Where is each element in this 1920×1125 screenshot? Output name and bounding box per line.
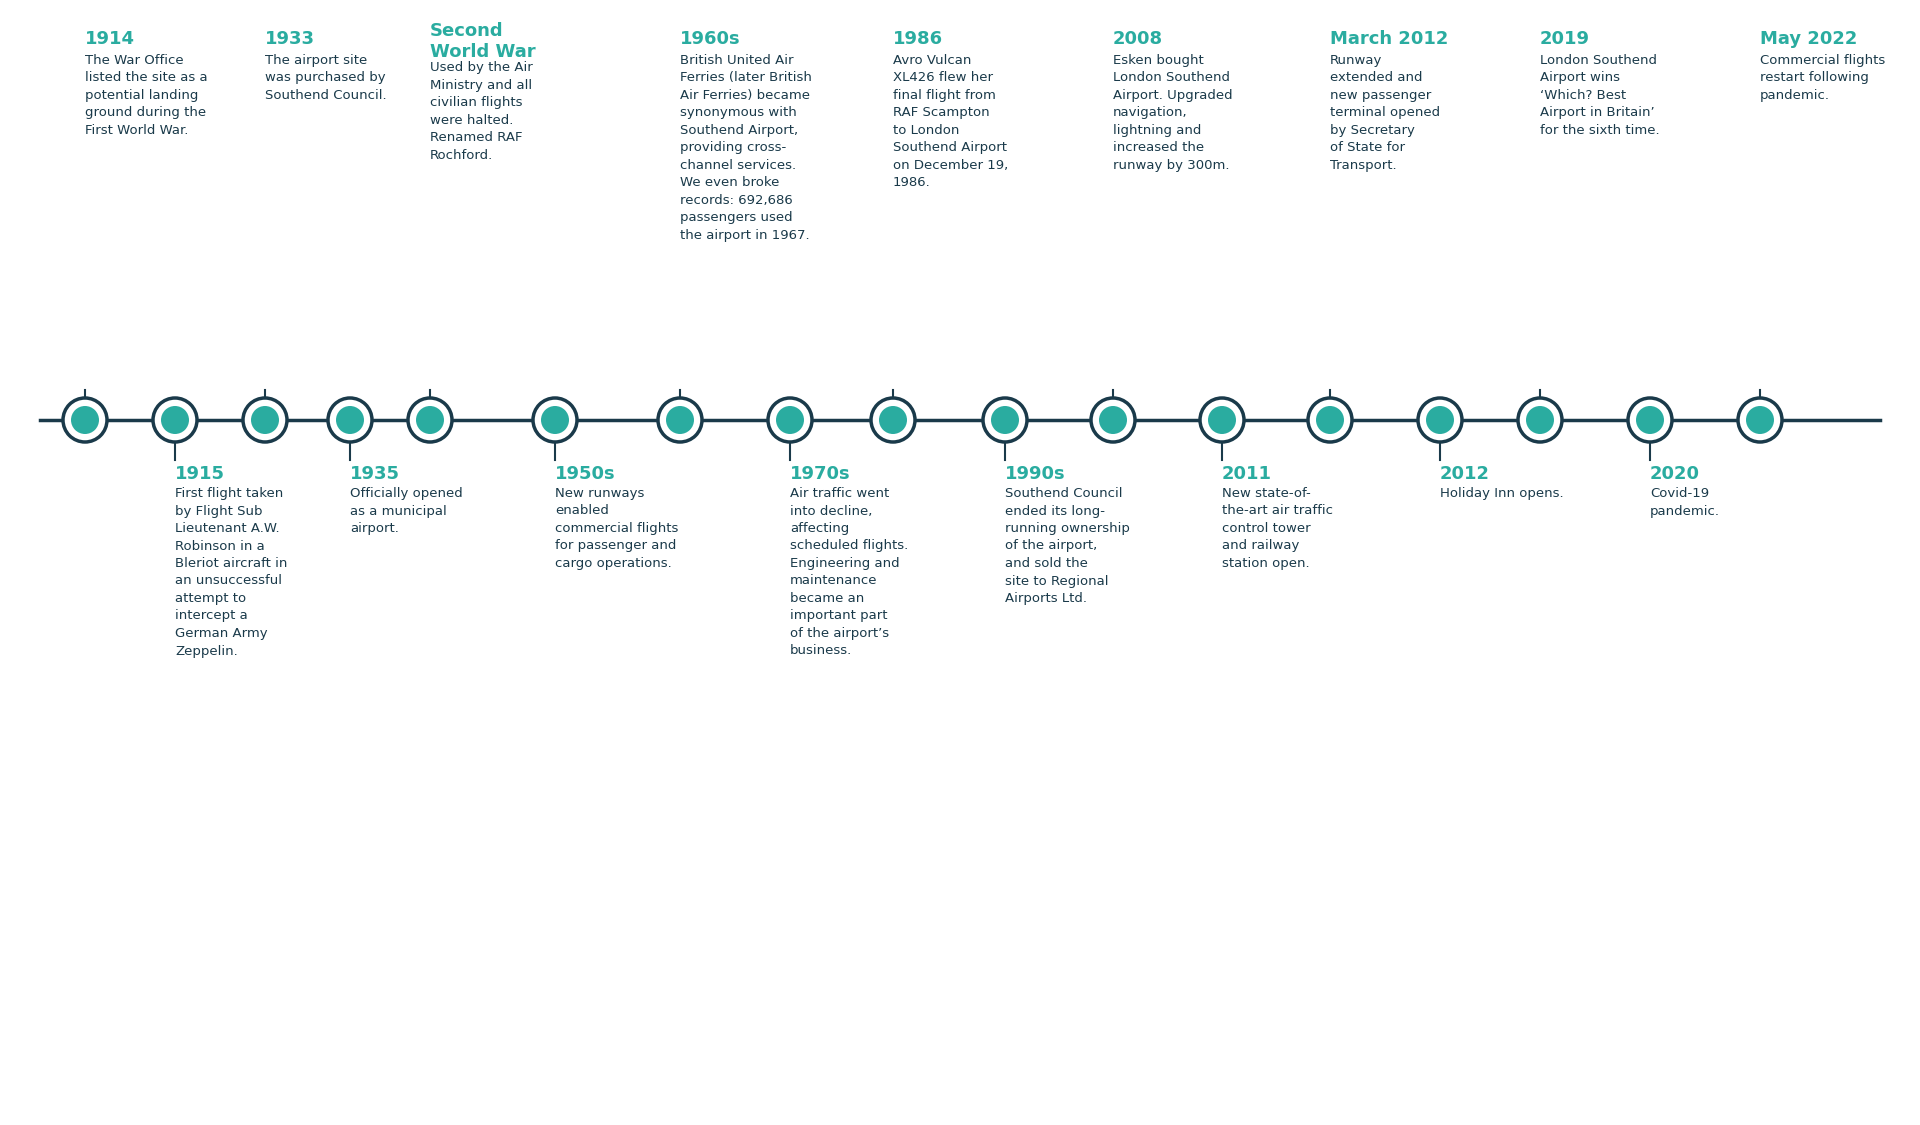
Text: Runway
extended and
new passenger
terminal opened
by Secretary
of State for
Tran: Runway extended and new passenger termin…	[1331, 54, 1440, 172]
Text: 2012: 2012	[1440, 465, 1490, 483]
Ellipse shape	[1419, 398, 1461, 442]
Text: 2019: 2019	[1540, 30, 1590, 48]
Ellipse shape	[1526, 406, 1553, 434]
Ellipse shape	[879, 406, 906, 434]
Text: 1950s: 1950s	[555, 465, 616, 483]
Ellipse shape	[1636, 406, 1665, 434]
Text: British United Air
Ferries (later British
Air Ferries) became
synonymous with
So: British United Air Ferries (later Britis…	[680, 54, 812, 242]
Ellipse shape	[328, 398, 372, 442]
Ellipse shape	[1628, 398, 1672, 442]
Text: First flight taken
by Flight Sub
Lieutenant A.W.
Robinson in a
Bleriot aircraft : First flight taken by Flight Sub Lieuten…	[175, 487, 288, 657]
Ellipse shape	[252, 406, 278, 434]
Ellipse shape	[1519, 398, 1563, 442]
Text: Commercial flights
restart following
pandemic.: Commercial flights restart following pan…	[1761, 54, 1885, 101]
Ellipse shape	[1738, 398, 1782, 442]
Text: 1986: 1986	[893, 30, 943, 48]
Text: 1914: 1914	[84, 30, 134, 48]
Text: Air traffic went
into decline,
affecting
scheduled flights.
Engineering and
main: Air traffic went into decline, affecting…	[789, 487, 908, 657]
Text: The War Office
listed the site as a
potential landing
ground during the
First Wo: The War Office listed the site as a pote…	[84, 54, 207, 136]
Text: 1970s: 1970s	[789, 465, 851, 483]
Text: Used by the Air
Ministry and all
civilian flights
were halted.
Renamed RAF
Rochf: Used by the Air Ministry and all civilia…	[430, 61, 532, 162]
Text: 2011: 2011	[1221, 465, 1271, 483]
Ellipse shape	[161, 406, 188, 434]
Text: 2008: 2008	[1114, 30, 1164, 48]
Ellipse shape	[983, 398, 1027, 442]
Text: Officially opened
as a municipal
airport.: Officially opened as a municipal airport…	[349, 487, 463, 536]
Text: New state-of-
the-art air traffic
control tower
and railway
station open.: New state-of- the-art air traffic contro…	[1221, 487, 1332, 570]
Text: New runways
enabled
commercial flights
for passenger and
cargo operations.: New runways enabled commercial flights f…	[555, 487, 678, 570]
Ellipse shape	[1200, 398, 1244, 442]
Text: Covid-19
pandemic.: Covid-19 pandemic.	[1649, 487, 1720, 518]
Text: May 2022: May 2022	[1761, 30, 1857, 48]
Ellipse shape	[541, 406, 568, 434]
Ellipse shape	[1315, 406, 1344, 434]
Text: 1990s: 1990s	[1004, 465, 1066, 483]
Text: March 2012: March 2012	[1331, 30, 1448, 48]
Ellipse shape	[1745, 406, 1774, 434]
Ellipse shape	[1098, 406, 1127, 434]
Ellipse shape	[417, 406, 444, 434]
Ellipse shape	[776, 406, 804, 434]
Text: The airport site
was purchased by
Southend Council.: The airport site was purchased by Southe…	[265, 54, 386, 101]
Ellipse shape	[63, 398, 108, 442]
Ellipse shape	[659, 398, 703, 442]
Text: 1933: 1933	[265, 30, 315, 48]
Ellipse shape	[768, 398, 812, 442]
Text: Second
World War: Second World War	[430, 22, 536, 61]
Text: 1960s: 1960s	[680, 30, 741, 48]
Ellipse shape	[71, 406, 100, 434]
Text: London Southend
Airport wins
‘Which? Best
Airport in Britain’
for the sixth time: London Southend Airport wins ‘Which? Bes…	[1540, 54, 1659, 136]
Ellipse shape	[666, 406, 693, 434]
Ellipse shape	[244, 398, 286, 442]
Ellipse shape	[1427, 406, 1453, 434]
Text: 1935: 1935	[349, 465, 399, 483]
Text: Southend Council
ended its long-
running ownership
of the airport,
and sold the
: Southend Council ended its long- running…	[1004, 487, 1129, 605]
Ellipse shape	[872, 398, 916, 442]
Ellipse shape	[1308, 398, 1352, 442]
Text: 1915: 1915	[175, 465, 225, 483]
Ellipse shape	[407, 398, 451, 442]
Ellipse shape	[1208, 406, 1236, 434]
Text: 2020: 2020	[1649, 465, 1699, 483]
Ellipse shape	[1091, 398, 1135, 442]
Text: Holiday Inn opens.: Holiday Inn opens.	[1440, 487, 1563, 500]
Ellipse shape	[154, 398, 198, 442]
Text: Avro Vulcan
XL426 flew her
final flight from
RAF Scampton
to London
Southend Air: Avro Vulcan XL426 flew her final flight …	[893, 54, 1008, 189]
Ellipse shape	[991, 406, 1020, 434]
Text: Esken bought
London Southend
Airport. Upgraded
navigation,
lightning and
increas: Esken bought London Southend Airport. Up…	[1114, 54, 1233, 172]
Ellipse shape	[534, 398, 578, 442]
Ellipse shape	[336, 406, 365, 434]
